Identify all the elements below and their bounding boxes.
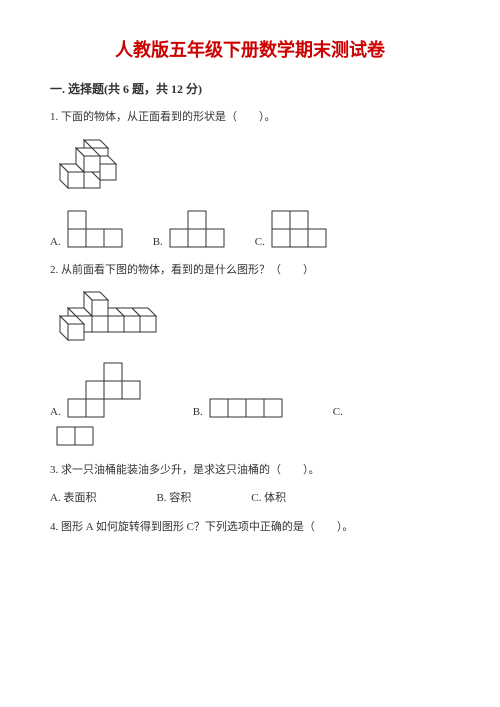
q2-option-c[interactable]: C. [333, 406, 345, 418]
q3-text: 3. 求一只油桶能装油多少升，是求这只油桶的（ ）。 [50, 462, 450, 479]
q2-figure [56, 288, 450, 348]
q2-opt-c-icon [56, 426, 94, 446]
q1-opt-c-icon [271, 210, 327, 248]
page: 人教版五年级下册数学期末测试卷 一. 选择题(共 6 题，共 12 分) 1. … [0, 0, 500, 707]
q1-text: 1. 下面的物体，从正面看到的形状是（ ）。 [50, 109, 450, 126]
q2-opt-a-label: A. [50, 406, 61, 418]
q1-option-b[interactable]: B. [153, 210, 225, 248]
q1-option-c[interactable]: C. [255, 210, 327, 248]
q3-options: A. 表面积 B. 容积 C. 体积 [50, 489, 450, 505]
q1-option-a[interactable]: A. [50, 210, 123, 248]
q2-option-c-figure [56, 426, 450, 446]
q2-cubes-icon [56, 288, 176, 348]
q2-opt-b-label: B. [193, 406, 203, 418]
page-title: 人教版五年级下册数学期末测试卷 [50, 36, 450, 62]
q3-option-a[interactable]: A. 表面积 [50, 489, 96, 505]
q1-opt-b-icon [169, 210, 225, 248]
q3-option-c[interactable]: C. 体积 [251, 489, 286, 505]
q2-opt-a-icon [67, 362, 143, 418]
q2-opt-c-label: C. [333, 406, 343, 418]
q4-text: 4. 图形 A 如何旋转得到图形 C？下列选项中正确的是（ ）。 [50, 519, 450, 536]
section-header: 一. 选择题(共 6 题，共 12 分) [50, 80, 450, 97]
q1-opt-a-icon [67, 210, 123, 248]
q3-option-b[interactable]: B. 容积 [156, 489, 191, 505]
q2-option-a[interactable]: A. [50, 362, 143, 418]
q1-options: A. B. C. [50, 210, 450, 248]
q1-opt-c-label: C. [255, 236, 265, 248]
q1-opt-b-label: B. [153, 236, 163, 248]
q1-cubes-icon [56, 136, 136, 196]
q2-text: 2. 从前面看下图的物体，看到的是什么图形？（ ） [50, 262, 450, 279]
q2-options: A. B. [50, 362, 450, 418]
q2-opt-b-icon [209, 398, 283, 418]
q2-option-b[interactable]: B. [193, 398, 283, 418]
q1-opt-a-label: A. [50, 236, 61, 248]
q1-figure [56, 136, 450, 196]
